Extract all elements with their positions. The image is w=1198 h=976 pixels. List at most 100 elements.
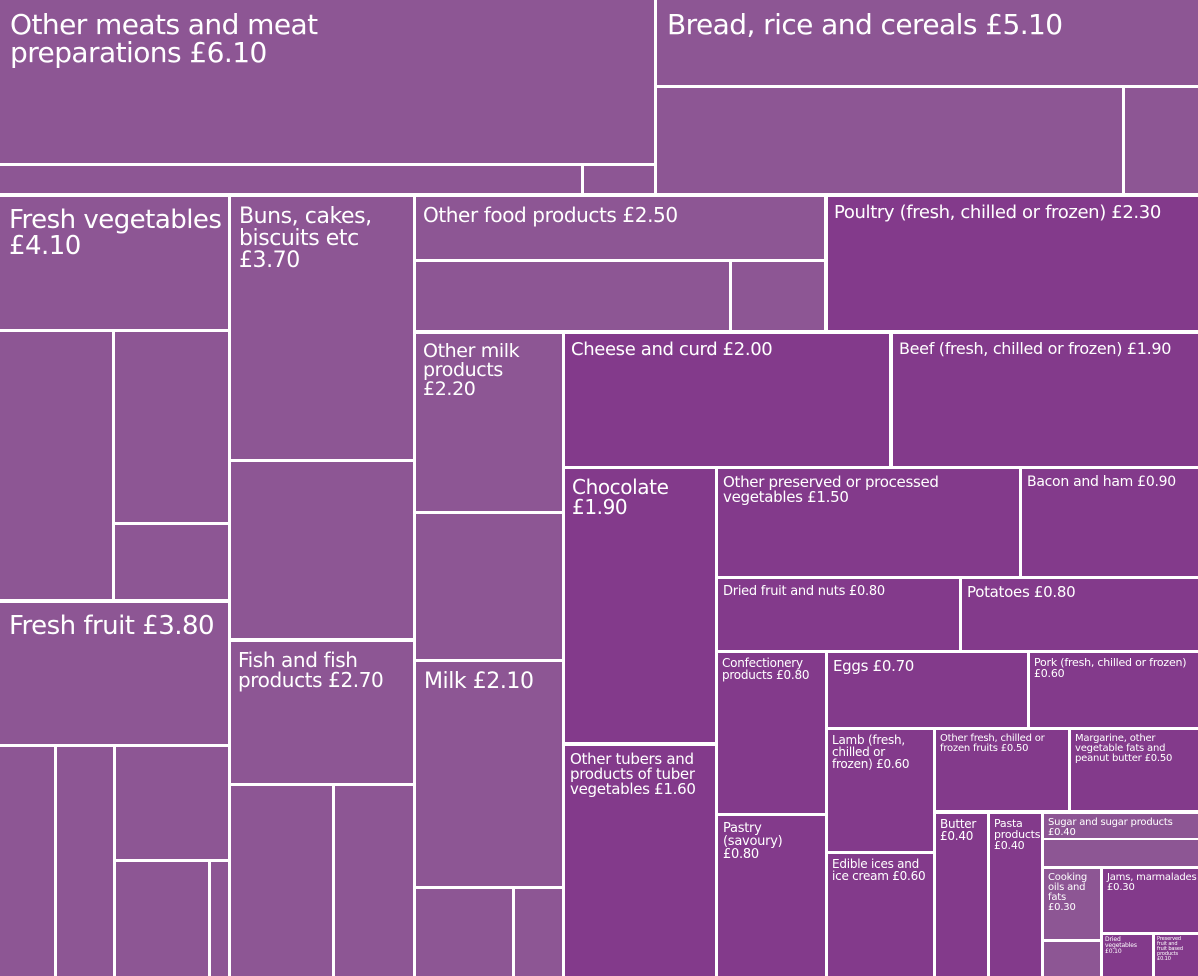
treemap-cell-jams-marmalades: Jams, marmalades £0.30 xyxy=(1103,869,1198,932)
treemap-label: Other preserved or processed vegetables … xyxy=(718,469,968,511)
treemap-label: Poultry (fresh, chilled or frozen) £2.30 xyxy=(828,197,1198,229)
category-name: Fresh vegetables xyxy=(9,205,222,235)
treemap-label: Other food products £2.50 xyxy=(416,197,830,233)
category-value: £1.90 xyxy=(572,495,628,519)
category-name: Other preserved or processed vegetables xyxy=(723,473,939,506)
treemap-cell-beef-fresh-chilled-or-frozen: Beef (fresh, chilled or frozen) £1.90 xyxy=(893,334,1198,466)
treemap-subcell-fresh-fruit xyxy=(0,747,54,976)
treemap-cell-bacon-and-ham: Bacon and ham £0.90 xyxy=(1022,469,1198,576)
treemap-subcell-other-meats-and-meat-preparations xyxy=(0,166,581,193)
treemap-cell-pastry-savoury: Pastry (savoury) £0.80 xyxy=(718,816,825,976)
category-name: Other fresh, chilled or frozen fruits xyxy=(940,733,1045,754)
treemap-subcell-fish-and-fish-products xyxy=(231,786,332,976)
treemap-subcell-fresh-vegetables xyxy=(0,332,112,599)
category-value: £3.70 xyxy=(239,248,300,273)
treemap-label: Fresh fruit £3.80 xyxy=(0,603,246,649)
category-value: £2.00 xyxy=(717,339,773,360)
treemap-subcell-other-meats-and-meat-preparations xyxy=(584,166,654,193)
category-name: Confectionery products xyxy=(722,656,803,682)
category-name: Eggs xyxy=(833,657,869,675)
category-value: £3.80 xyxy=(134,611,215,641)
category-value: £0.80 xyxy=(772,668,810,682)
category-value: £1.90 xyxy=(1122,339,1172,358)
category-name: Fresh fruit xyxy=(9,611,135,641)
category-name: Potatoes xyxy=(967,583,1030,601)
category-value: £2.50 xyxy=(616,203,678,227)
category-name: Cooking oils and fats xyxy=(1048,872,1088,903)
treemap-cell-other-fresh-chilled-or-frozen-fruits: Other fresh, chilled or frozen fruits £0… xyxy=(936,730,1068,810)
category-value: £2.10 xyxy=(466,669,534,694)
category-name: Other food products xyxy=(423,203,617,227)
treemap-cell-lamb-fresh-chilled-or-frozen: Lamb (fresh, chilled or frozen) £0.60 xyxy=(828,730,933,851)
category-name: Dried vegetables xyxy=(1105,936,1137,949)
category-value: £0.40 xyxy=(994,839,1025,852)
category-name: Pastry (savoury) xyxy=(723,821,783,849)
treemap-cell-edible-ices-and-ice-cream: Edible ices and ice cream £0.60 xyxy=(828,854,933,976)
category-name: Dried fruit and nuts xyxy=(723,584,846,599)
category-value: £0.10 xyxy=(1105,948,1122,955)
treemap-label: Pastry (savoury) £0.80 xyxy=(718,816,798,867)
treemap-cell-other-meats-and-meat-preparations: Other meats and meat preparations £6.10 xyxy=(0,0,654,163)
category-name: Chocolate xyxy=(572,475,669,499)
category-value: £0.40 xyxy=(940,829,974,843)
category-name: Poultry (fresh, chilled or frozen) xyxy=(834,202,1106,223)
treemap-label: Bread, rice and cereals £5.10 xyxy=(657,0,1197,50)
category-value: £0.80 xyxy=(723,847,759,862)
category-name: Edible ices and ice cream xyxy=(832,857,920,883)
treemap-label: Edible ices and ice cream £0.60 xyxy=(828,854,931,886)
treemap-label: Dried vegetables £0.10 xyxy=(1103,935,1137,957)
category-name: Cheese and curd xyxy=(571,339,718,360)
category-name: Jams, marmalades xyxy=(1107,872,1197,883)
treemap-label: Other milk products £2.20 xyxy=(416,334,550,407)
treemap-cell-chocolate: Chocolate £1.90 xyxy=(565,469,715,742)
category-value: £0.50 xyxy=(1141,753,1173,764)
treemap-subcell-other-milk-products xyxy=(416,514,562,659)
category-value: £0.30 xyxy=(1107,882,1135,893)
treemap-label: Buns, cakes, biscuits etc £3.70 xyxy=(231,197,397,281)
category-value: £0.70 xyxy=(868,657,915,675)
category-name: Other tubers and products of tuber veget… xyxy=(570,750,695,798)
category-name: Sugar and sugar products xyxy=(1048,817,1173,828)
treemap-label: Confectionery products £0.80 xyxy=(718,653,821,685)
treemap-label: Cooking oils and fats £0.30 xyxy=(1044,869,1097,917)
treemap-label: Other fresh, chilled or frozen fruits £0… xyxy=(936,730,1059,758)
treemap-subcell-bread-rice-and-cereals xyxy=(657,88,1122,193)
treemap-label: Other tubers and products of tuber veget… xyxy=(565,746,715,803)
treemap-subcell-fresh-fruit xyxy=(57,747,113,976)
category-name: Milk xyxy=(424,669,467,694)
category-name: Butter xyxy=(940,817,977,831)
treemap-label: Sugar and sugar products £0.40 xyxy=(1044,814,1198,842)
category-value: £2.70 xyxy=(322,668,384,692)
category-name: Preserved fruit and fruit based products xyxy=(1157,936,1183,957)
treemap-cell-margarine-other-vegetable-fats-and-peanut-butter: Margarine, other vegetable fats and pean… xyxy=(1071,730,1198,810)
treemap-label: Eggs £0.70 xyxy=(828,653,1028,680)
treemap-subcell-cooking-oils-and-fats xyxy=(1044,942,1100,976)
category-name: Bacon and ham xyxy=(1027,474,1134,490)
treemap-label: Bacon and ham £0.90 xyxy=(1022,469,1198,495)
category-name: Pork (fresh, chilled or frozen) xyxy=(1034,656,1187,669)
treemap-label: Jams, marmalades £0.30 xyxy=(1103,869,1198,897)
treemap-label: Pork (fresh, chilled or frozen) £0.60 xyxy=(1030,653,1198,683)
treemap-subcell-fresh-fruit xyxy=(211,862,228,976)
treemap-cell-pasta-products: Pasta products £0.40 xyxy=(990,814,1041,976)
treemap-subcell-bread-rice-and-cereals xyxy=(1125,88,1198,193)
treemap-cell-other-tubers-and-products-of-tuber-vegetables: Other tubers and products of tuber veget… xyxy=(565,746,715,976)
treemap-cell-poultry-fresh-chilled-or-frozen: Poultry (fresh, chilled or frozen) £2.30 xyxy=(828,197,1198,330)
treemap-subcell-other-food-products xyxy=(416,262,729,330)
category-value: £0.30 xyxy=(1048,902,1076,913)
category-value: £2.30 xyxy=(1105,202,1161,223)
treemap-cell-eggs: Eggs £0.70 xyxy=(828,653,1027,727)
treemap-subcell-other-food-products xyxy=(732,262,824,330)
treemap-cell-butter: Butter £0.40 xyxy=(936,814,987,976)
treemap-subcell-fresh-fruit xyxy=(116,862,208,976)
treemap-label: Lamb (fresh, chilled or frozen) £0.60 xyxy=(828,730,931,774)
category-name: Other meats and meat preparations xyxy=(10,8,318,69)
treemap-cell-other-food-products: Other food products £2.50 xyxy=(416,197,824,259)
category-name: Buns, cakes, biscuits etc xyxy=(239,204,372,251)
treemap-label: Preserved fruit and fruit based products… xyxy=(1155,935,1187,964)
treemap-subcell-milk xyxy=(515,889,562,976)
treemap-label: Potatoes £0.80 xyxy=(962,579,1198,606)
treemap-label: Other meats and meat preparations £6.10 xyxy=(0,0,350,78)
category-value: £6.10 xyxy=(181,36,267,69)
